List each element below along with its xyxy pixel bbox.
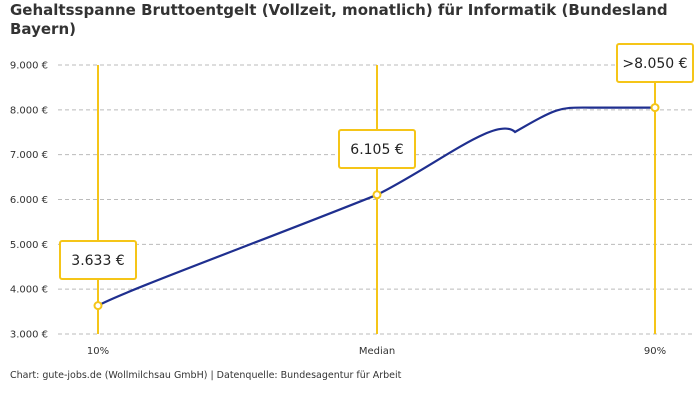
y-tick-label: 5.000 € (10, 240, 48, 251)
y-tick-label: 3.000 € (10, 330, 48, 341)
y-tick-label: 4.000 € (10, 285, 48, 296)
data-label: 3.633 € (71, 253, 124, 269)
data-label: >8.050 € (622, 56, 687, 72)
data-label: 6.105 € (350, 142, 403, 158)
x-tick-label: 90% (644, 346, 666, 357)
y-tick-label: 9.000 € (10, 61, 48, 72)
value-callout-box (59, 240, 137, 280)
x-tick-label: 10% (87, 346, 109, 357)
data-point-2 (650, 103, 660, 113)
y-tick-label: 8.000 € (10, 105, 48, 116)
value-callout-box (616, 43, 694, 83)
chart-title: Gehaltsspanne Bruttoentgelt (Vollzeit, m… (10, 1, 668, 38)
series-line (97, 106, 655, 307)
value-callout-box (338, 129, 416, 169)
x-tick-label: Median (359, 346, 395, 357)
y-tick-label: 7.000 € (10, 150, 48, 161)
data-point-0 (93, 301, 103, 311)
chart-source-footer: Chart: gute-jobs.de (Wollmilchsau GmbH) … (10, 370, 402, 381)
y-tick-label: 6.000 € (10, 195, 48, 206)
data-point-1 (372, 190, 382, 200)
